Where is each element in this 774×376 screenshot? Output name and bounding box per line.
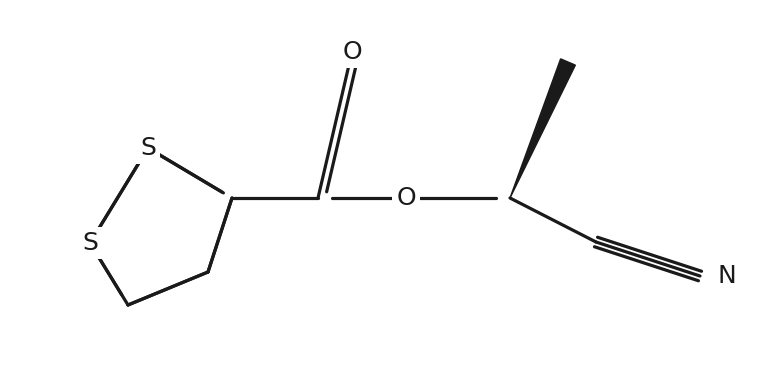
Text: S: S <box>82 231 98 255</box>
Text: S: S <box>140 136 156 160</box>
Text: N: N <box>718 264 737 288</box>
Polygon shape <box>510 59 575 198</box>
Text: O: O <box>342 40 361 64</box>
Text: O: O <box>396 186 416 210</box>
